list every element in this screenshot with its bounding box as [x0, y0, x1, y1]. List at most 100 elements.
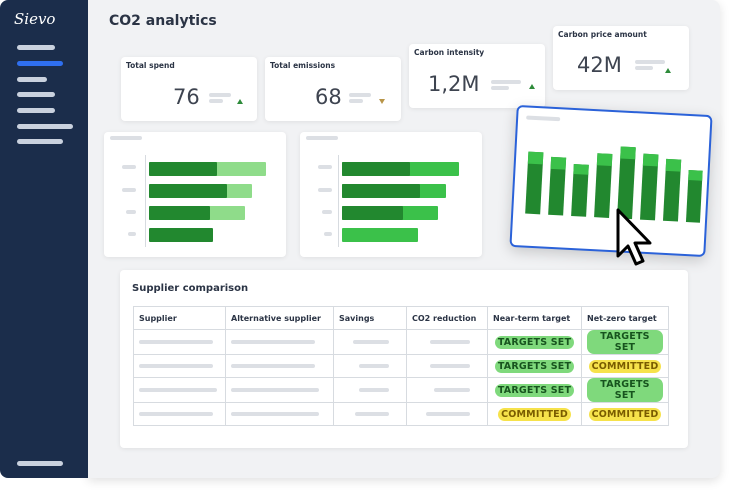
highlighted-chart-card[interactable]: [509, 104, 713, 258]
status-badge: COMMITTED: [498, 407, 571, 421]
trend-up: [529, 84, 535, 89]
column: [617, 146, 636, 220]
table-cell: [225, 377, 334, 403]
placeholder: [318, 188, 332, 192]
placeholder: [231, 388, 319, 392]
kpi-label: Total spend: [126, 61, 175, 70]
table-cell: [133, 402, 226, 426]
kpi-value: 76: [173, 85, 200, 109]
placeholder: [139, 340, 213, 344]
placeholder: [353, 340, 389, 344]
axis: [338, 155, 339, 247]
kpi-card: Carbon price amount 42M: [553, 26, 689, 90]
table-cell: [406, 377, 488, 403]
column: [642, 153, 659, 167]
placeholder: [139, 364, 213, 368]
kpi-label: Total emissions: [270, 61, 336, 70]
table-cell: [133, 377, 226, 403]
column: [620, 146, 636, 160]
column: [571, 164, 589, 217]
nav-item[interactable]: [17, 45, 55, 50]
table-cell: [333, 329, 407, 355]
placeholder: [209, 99, 223, 103]
table-cell: [406, 402, 488, 426]
axis: [145, 155, 146, 247]
column-header: Savings: [333, 306, 407, 330]
kpi-value: 68: [315, 85, 342, 109]
table-cell: [225, 329, 334, 355]
table-cell: [225, 402, 334, 426]
trend-up: [665, 68, 671, 73]
status-badge: TARGETS SET: [587, 378, 663, 402]
nav-item-active[interactable]: [17, 61, 63, 66]
table-cell: TARGETS SET: [487, 329, 582, 355]
bar: [342, 228, 418, 242]
column-header: Near-term target: [487, 306, 582, 330]
placeholder: [359, 364, 389, 368]
placeholder: [324, 232, 332, 236]
placeholder: [635, 60, 665, 64]
nav-item[interactable]: [17, 108, 55, 113]
placeholder: [318, 165, 332, 169]
table-cell: [225, 354, 334, 378]
placeholder: [122, 165, 136, 169]
placeholder: [430, 364, 470, 368]
placeholder: [526, 115, 561, 122]
kpi-card: Total spend 76: [121, 57, 257, 121]
kpi-value: 1,2M: [428, 72, 480, 96]
placeholder: [306, 136, 338, 140]
columns: [525, 146, 703, 223]
trend-down: [379, 99, 385, 104]
kpi-value: 42M: [577, 53, 622, 77]
table-row: TARGETS SET TARGETS SET: [133, 377, 669, 403]
status-badge: TARGETS SET: [587, 330, 663, 354]
bar-chart-card: [104, 132, 286, 257]
placeholder: [355, 412, 389, 416]
column: [688, 170, 703, 181]
nav-item[interactable]: [17, 92, 55, 97]
table-row: TARGETS SET COMMITTED: [133, 354, 669, 378]
column: [665, 158, 682, 172]
column: [573, 164, 589, 175]
table-cell: [333, 377, 407, 403]
nav-item[interactable]: [17, 77, 47, 82]
column: [662, 158, 682, 222]
placeholder: [209, 93, 231, 97]
column-chart: [525, 115, 703, 223]
table-cell: COMMITTED: [487, 402, 582, 426]
nav-item[interactable]: [17, 139, 63, 144]
placeholder: [231, 412, 319, 416]
table-cell: [133, 329, 226, 355]
placeholder: [434, 388, 470, 392]
column: [525, 151, 544, 215]
bar: [342, 184, 420, 198]
status-badge: TARGETS SET: [494, 359, 575, 373]
placeholder: [139, 412, 213, 416]
column-header: CO2 reduction: [406, 306, 488, 330]
bar: [342, 206, 403, 220]
nav-item[interactable]: [17, 461, 63, 466]
column: [527, 151, 544, 165]
column: [685, 170, 703, 223]
mouse-cursor: [616, 208, 652, 266]
column-header: Net-zero target: [581, 306, 669, 330]
placeholder: [491, 80, 521, 84]
table-row: COMMITTED COMMITTED: [133, 402, 669, 426]
placeholder: [491, 86, 509, 90]
nav-item[interactable]: [17, 124, 73, 129]
table-cell: [406, 354, 488, 378]
status-badge: TARGETS SET: [494, 335, 575, 349]
trend-up: [237, 99, 243, 104]
table-cell: TARGETS SET: [581, 377, 669, 403]
status-badge: TARGETS SET: [494, 383, 575, 397]
table-cell: [333, 402, 407, 426]
bar: [149, 162, 217, 176]
placeholder: [322, 210, 332, 214]
placeholder: [139, 388, 217, 392]
logo[interactable]: Sievo: [14, 10, 56, 28]
table-cell: [333, 354, 407, 378]
placeholder: [110, 136, 142, 140]
placeholder: [128, 232, 136, 236]
placeholder: [231, 340, 315, 344]
